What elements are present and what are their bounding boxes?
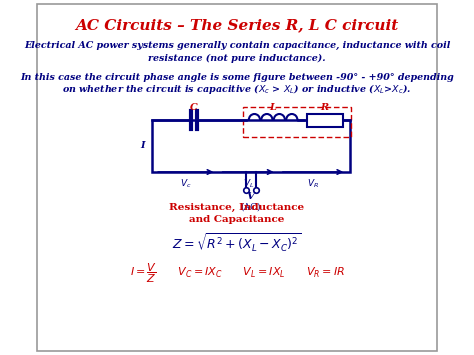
Text: $V_c$: $V_c$ bbox=[180, 178, 191, 191]
Text: on whether the circuit is capacitive ($X_c$ > $X_L$) or inductive ($X_L$>$X_c$).: on whether the circuit is capacitive ($X… bbox=[63, 82, 411, 96]
Text: In this case the circuit phase angle is some figure between -90° - +90° dependin: In this case the circuit phase angle is … bbox=[20, 72, 454, 82]
Text: (AC): (AC) bbox=[240, 203, 261, 212]
Text: $V_L$: $V_L$ bbox=[243, 178, 254, 191]
Text: V: V bbox=[247, 192, 255, 201]
Text: L: L bbox=[270, 103, 276, 112]
Bar bbox=[307, 114, 343, 126]
Text: Resistance, Inductance: Resistance, Inductance bbox=[169, 202, 305, 212]
Text: Electrical AC power systems generally contain capacitance, inductance with coil
: Electrical AC power systems generally co… bbox=[24, 41, 450, 63]
Text: $V_R$: $V_R$ bbox=[307, 178, 319, 191]
Text: $I = \dfrac{V}{Z}$$\quad\quad V_C = IX_C \quad\quad V_L = IX_L \quad\quad V_R = : $I = \dfrac{V}{Z}$$\quad\quad V_C = IX_C… bbox=[129, 261, 345, 285]
Text: AC Circuits – The Series R, L C circuit: AC Circuits – The Series R, L C circuit bbox=[75, 18, 399, 32]
Text: R: R bbox=[320, 103, 329, 112]
Text: $Z = \sqrt{R^2 + (X_L - X_C)^2}$: $Z = \sqrt{R^2 + (X_L - X_C)^2}$ bbox=[173, 232, 301, 254]
Bar bbox=[152, 120, 350, 172]
Bar bbox=[243, 107, 351, 137]
Text: C: C bbox=[190, 103, 198, 112]
Text: and Capacitance: and Capacitance bbox=[189, 215, 285, 224]
Text: I: I bbox=[140, 142, 145, 151]
